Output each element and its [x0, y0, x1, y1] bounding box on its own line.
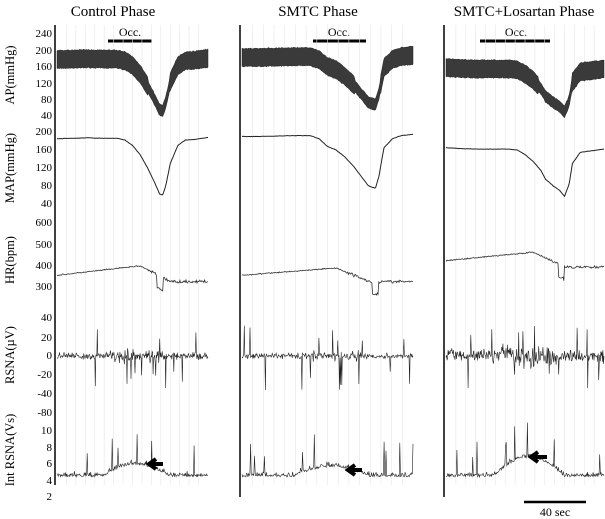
tick-label: 300 [36, 281, 53, 293]
tick-label: 120 [36, 78, 53, 90]
tick-label: 400 [36, 260, 53, 272]
occlusion-label-control: Occ. [119, 25, 141, 39]
hr-ticks: 600 500 400 300 [36, 217, 53, 293]
panel-title-smtc: SMTC Phase [278, 4, 358, 20]
traces [56, 25, 605, 485]
arrow-smtc [344, 463, 362, 477]
tick-label: 80 [41, 180, 53, 192]
map-trace [241, 133, 414, 189]
int-rsna-trace [241, 434, 414, 478]
map-trace [56, 136, 209, 196]
tick-label: 8 [47, 442, 53, 454]
panel-title-smtc-losartan: SMTC+Losartan Phase [454, 4, 595, 20]
rsna-trace [241, 325, 414, 391]
tick-label: 20 [41, 332, 53, 344]
map-trace [445, 147, 604, 198]
rsna-ticks: 40 20 0 -20 -40 [37, 312, 52, 400]
hr-trace [445, 251, 605, 281]
tick-label: 200 [36, 45, 53, 57]
y-axis-lines [54, 25, 445, 497]
y-label-map: MAP(mmHg) [3, 133, 17, 203]
tick-label: 160 [36, 144, 53, 156]
ap-trace [241, 45, 414, 111]
tick-label: -80 [37, 407, 52, 419]
tick-label: 200 [36, 126, 53, 138]
hr-trace [241, 267, 413, 296]
occlusion-label-smtc: Occ. [328, 25, 350, 39]
int-rsna-trace [56, 434, 209, 478]
rsna-trace [56, 329, 209, 389]
tick-label: 80 [41, 94, 53, 106]
hr-trace [57, 265, 209, 292]
tick-label: 40 [41, 198, 53, 210]
y-label-rsna: RSNA(µV) [3, 326, 17, 384]
int-rsna-trace [446, 422, 605, 479]
tick-label: 120 [36, 162, 53, 174]
ap-trace [56, 48, 209, 117]
int-rsna-ticks: -80 10 8 6 4 2 [37, 407, 52, 503]
tick-label: 500 [36, 239, 53, 251]
rsna-trace [445, 325, 605, 389]
tick-label: 0 [47, 350, 53, 362]
y-label-int-rsna: Int RSNA(Vs) [3, 414, 17, 487]
tick-label: 2 [47, 491, 53, 503]
tick-label: -20 [37, 369, 52, 381]
time-scale-label: 40 sec [540, 505, 570, 519]
arrow-control [145, 457, 163, 471]
map-ticks: 200 160 120 80 40 [36, 126, 53, 210]
tick-label: 4 [47, 475, 53, 487]
tick-label: 10 [41, 425, 53, 437]
tick-label: 240 [36, 28, 53, 40]
occlusion-label-losartan: Occ. [505, 25, 527, 39]
tick-label: 600 [36, 217, 53, 229]
tick-label: -40 [37, 388, 52, 400]
tick-label: 40 [41, 312, 53, 324]
arrows [145, 450, 547, 477]
tick-label: 6 [47, 458, 53, 470]
panel-title-control: Control Phase [71, 4, 156, 20]
tick-label: 40 [41, 110, 53, 122]
ap-trace [445, 58, 605, 119]
y-label-ap: AP(mmHg) [3, 45, 17, 104]
y-label-hr: HR(bpm) [3, 236, 17, 284]
arrow-losartan [527, 450, 547, 464]
tick-label: 160 [36, 61, 53, 73]
occlusion-markers: Occ. Occ. Occ. [108, 25, 550, 43]
ap-ticks: 240 200 160 120 80 40 [36, 28, 53, 122]
